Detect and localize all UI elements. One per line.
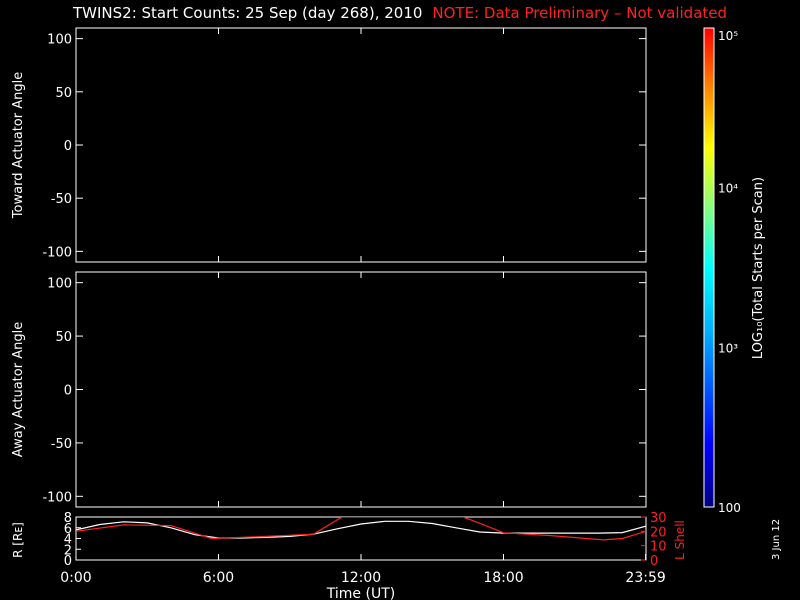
ytick-label: -50 <box>51 192 72 207</box>
colorbar-tick-label: 10⁵ <box>718 29 738 43</box>
xlabel-time: Time (UT) <box>326 586 395 600</box>
ytick-label: 0 <box>64 139 72 154</box>
orbit-ytick-label: 8 <box>64 511 72 526</box>
ytick-label: 100 <box>47 277 72 292</box>
ytick-label: 100 <box>47 33 72 48</box>
heatmap-frame-away <box>75 271 647 508</box>
orbit-xtick-label: 23:59 <box>625 570 665 586</box>
orbit-ytick-label: 4 <box>64 533 72 548</box>
orbit-ylabel: R [Rᴇ] <box>11 522 25 558</box>
orbit-ytick-label: 6 <box>64 522 72 537</box>
colorbar <box>703 27 715 508</box>
ytick-label: -100 <box>42 490 72 505</box>
orbit-xtick-label: 18:00 <box>483 570 523 586</box>
colorbar-tick-label: 10³ <box>718 341 738 355</box>
figure-title: TWINS2: Start Counts: 25 Sep (day 268), … <box>0 4 800 24</box>
ytick-label: -50 <box>51 437 72 452</box>
colorbar-tick-label: 10⁴ <box>718 182 738 196</box>
ylabel-toward: Toward Actuator Angle <box>11 72 26 219</box>
orbit-ytick-label: 2 <box>64 543 72 558</box>
heatmap-frame-toward <box>75 27 647 263</box>
ytick-label: -100 <box>42 245 72 260</box>
orbit-ytick-right-label: 10 <box>650 540 667 555</box>
lshell-line <box>76 517 646 541</box>
orbit-xtick-label: 0:00 <box>60 570 91 586</box>
title-text: TWINS2: Start Counts: 25 Sep (day 268), … <box>72 4 423 22</box>
preliminary-note: NOTE: Data Preliminary – Not validated <box>432 4 728 22</box>
ytick-label: 50 <box>55 330 72 345</box>
date-stamp: 3 Jun 12 <box>771 518 782 560</box>
orbit-xtick-label: 12:00 <box>341 570 381 586</box>
orbit-xtick-label: 6:00 <box>203 570 234 586</box>
ytick-label: 50 <box>55 86 72 101</box>
radius-line <box>76 520 646 539</box>
orbit-ytick-right-label: 30 <box>650 511 667 526</box>
colorbar-tick-label: 100 <box>718 501 741 515</box>
colorbar-label: LOG₁₀(Total Starts per Scan) <box>751 177 766 359</box>
orbit-ytick-right-label: 20 <box>650 525 667 540</box>
orbit-ytick-right-label: 0 <box>650 554 658 569</box>
ytick-label: 0 <box>64 384 72 399</box>
orbit-ylabel-right: L Shell <box>673 520 687 560</box>
orbit-ytick-label: 0 <box>64 554 72 569</box>
ylabel-away: Away Actuator Angle <box>11 322 26 457</box>
